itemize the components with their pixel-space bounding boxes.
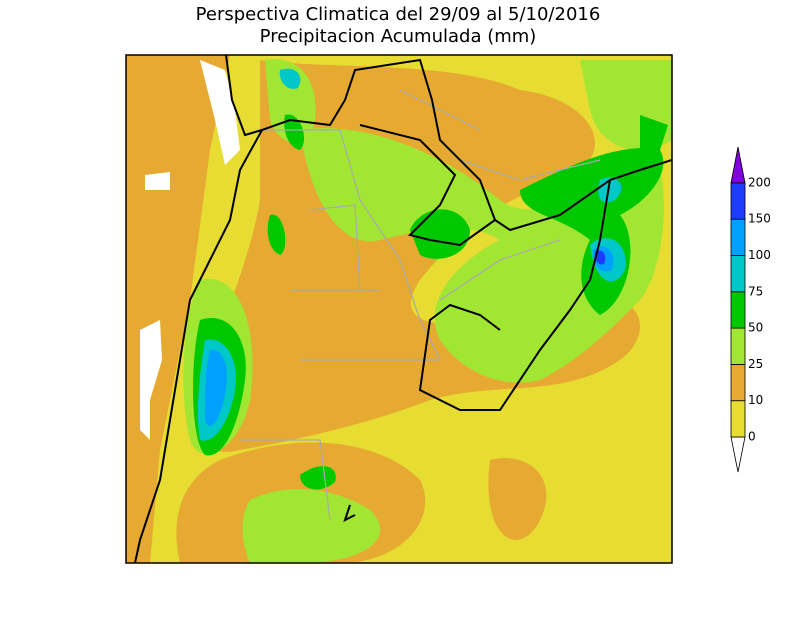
colorbar-label: 200 [748,175,771,189]
color-swatch [730,363,746,402]
color-swatch [730,255,746,293]
color-swatch [730,400,746,438]
title: Perspectiva Climatica del 29/09 al 5/10/… [196,4,601,25]
under-triangle [730,436,746,473]
color-swatch [730,218,746,256]
colorbar-label: 25 [748,357,763,371]
colorbar-label: 0 [748,430,756,444]
colorbar: 0 10 25 50 75 100 150 200 [730,146,771,473]
colorbar-label: 10 [748,393,763,407]
colorbar-label: 75 [748,284,763,298]
colorbar-label: 100 [748,248,771,262]
color-swatch [730,327,746,365]
over-triangle [730,146,746,184]
colorbar-label: 50 [748,321,763,335]
colorbar-label: 150 [748,212,771,226]
color-swatch [730,182,746,220]
subtitle: Precipitacion Acumulada (mm) [260,26,537,47]
map [125,54,673,564]
color-swatch [730,291,746,329]
